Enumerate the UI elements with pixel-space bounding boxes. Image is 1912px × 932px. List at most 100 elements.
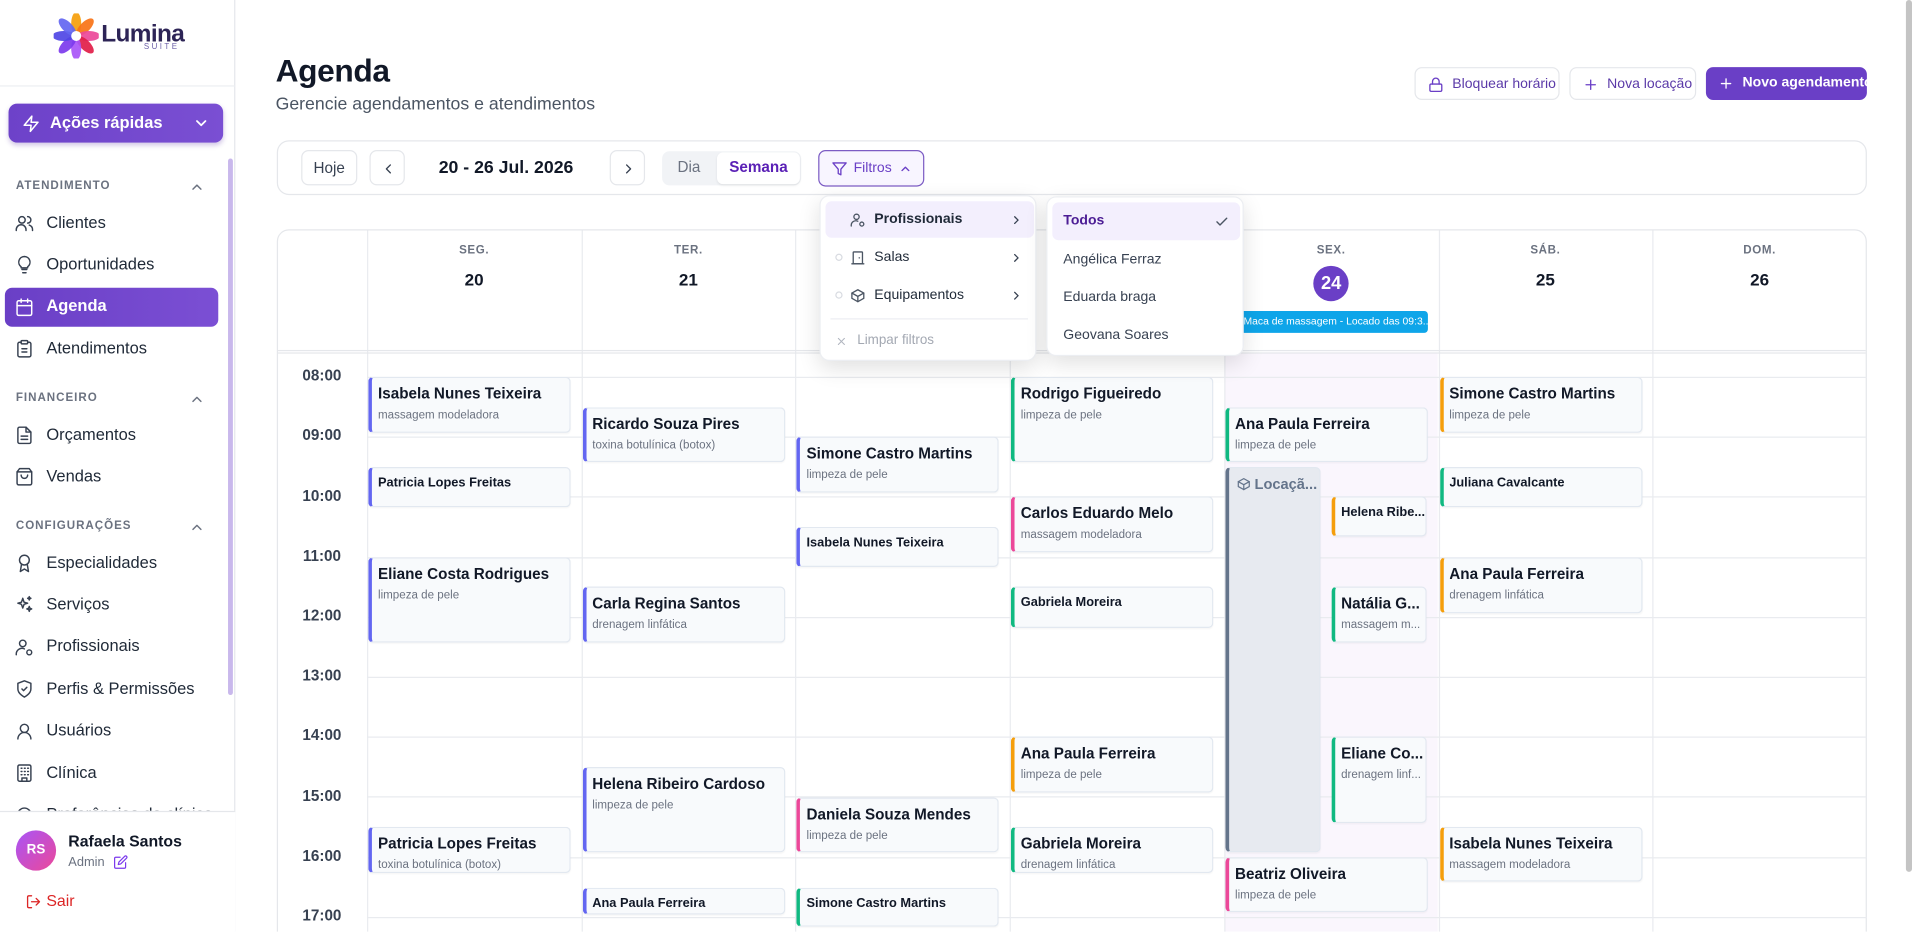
event-name: Locaçã... xyxy=(1254,475,1318,493)
event-service: massagem modeladora xyxy=(1020,528,1142,542)
nav-item[interactable]: Preferências da clínica xyxy=(5,796,218,811)
view-option[interactable]: Semana xyxy=(717,152,800,185)
nav-item-label: Preferências da clínica xyxy=(46,804,213,811)
icon-up xyxy=(901,165,910,171)
professional-option[interactable]: Eduarda braga xyxy=(1052,279,1240,317)
nav-item[interactable]: Perfis & Permissões xyxy=(5,670,218,709)
calendar-event[interactable]: Patricia Lopes Freitas toxina botulínica … xyxy=(368,826,571,874)
calendar-event[interactable]: Eliane Co... drenagem linf... xyxy=(1331,736,1427,824)
header-action-button[interactable]: Nova locação xyxy=(1569,67,1697,100)
calendar-event[interactable]: Ana Paula Ferreira xyxy=(582,887,785,915)
calendar-event[interactable]: Simone Castro Martins xyxy=(796,887,1000,927)
calendar-event[interactable]: Ana Paula Ferreira drenagem linfática xyxy=(1439,557,1642,614)
nav-item[interactable]: Clientes xyxy=(5,204,218,243)
nav-item[interactable]: Clínica xyxy=(5,754,218,793)
calendar-event[interactable]: Ana Paula Ferreira limpeza de pele xyxy=(1225,407,1428,463)
view-option-label: Semana xyxy=(729,158,788,176)
hour-line xyxy=(367,916,1867,918)
date-label: 26 xyxy=(1750,269,1770,290)
icon-plus xyxy=(1585,79,1596,91)
nav-item[interactable]: Agenda xyxy=(4,287,219,327)
calendar-event[interactable]: Eliane Costa Rodrigues limpeza de pele xyxy=(368,557,571,643)
nav-item[interactable]: Oportunidades xyxy=(5,246,218,285)
professional-option[interactable]: Geovana Soares xyxy=(1052,317,1240,355)
calendar-event[interactable]: Helena Ribe... xyxy=(1331,496,1427,537)
professional-option[interactable]: Angélica Ferraz xyxy=(1052,241,1240,279)
hour-label: 09:00 xyxy=(302,427,342,445)
calendar-event[interactable]: Carla Regina Santos drenagem linfática xyxy=(582,586,785,643)
view-option[interactable]: Dia xyxy=(662,151,716,185)
icon-x xyxy=(837,337,845,345)
user-name: Rafaela Santos xyxy=(68,831,182,850)
nav-item[interactable]: Orçamentos xyxy=(5,416,218,455)
event-name: Rodrigo Figueiredo xyxy=(1020,385,1162,403)
header-action-label: Nova locação xyxy=(1607,77,1693,92)
calendar-event[interactable]: Rodrigo Figueiredo limpeza de pele xyxy=(1010,376,1214,463)
icon-up xyxy=(192,524,202,530)
filters-button[interactable]: Filtros xyxy=(818,149,925,187)
professional-option[interactable]: Todos xyxy=(1052,202,1241,241)
prev-button[interactable] xyxy=(369,149,405,186)
calendar-event[interactable]: Locaçã... xyxy=(1225,467,1321,853)
view-option-label: Dia xyxy=(677,158,701,176)
filter-menu-label: Equipamentos xyxy=(874,287,964,303)
icon-shield xyxy=(17,680,32,699)
nav-item[interactable]: Profissionais xyxy=(5,628,218,667)
professional-option-label: Geovana Soares xyxy=(1063,328,1169,344)
next-button[interactable] xyxy=(609,149,646,186)
calendar-event[interactable]: Carlos Eduardo Melo massagem modeladora xyxy=(1010,496,1214,553)
filter-menu-item[interactable]: Salas xyxy=(826,239,1035,276)
icon-building xyxy=(17,764,32,782)
calendar-event[interactable]: Isabela Nunes Teixeira massagem modelador… xyxy=(1439,826,1642,882)
calendar-event[interactable]: Gabriela Moreira drenagem linfática xyxy=(1010,826,1214,874)
icon-left xyxy=(385,164,391,174)
hour-label: 11:00 xyxy=(302,547,341,565)
event-service: toxina botulínica (botox) xyxy=(592,439,716,453)
hour-label: 13:00 xyxy=(302,667,342,685)
calendar-event[interactable]: Simone Castro Martins limpeza de pele xyxy=(796,436,1000,493)
calendar-event[interactable]: Isabela Nunes Teixeira massagem modelador… xyxy=(368,376,571,433)
icon-users xyxy=(15,215,34,232)
clear-filters[interactable]: Limpar filtros xyxy=(826,326,1035,358)
quick-actions-button[interactable]: Ações rápidas xyxy=(8,103,224,143)
icon-right xyxy=(1014,215,1019,224)
icon-up xyxy=(192,396,202,402)
nav-item[interactable]: Vendas xyxy=(5,458,218,497)
calendar-event[interactable]: Patricia Lopes Freitas xyxy=(368,467,571,508)
calendar-event[interactable]: Ricardo Souza Pires toxina botulínica (bo… xyxy=(582,407,785,463)
filter-menu-item[interactable]: Equipamentos xyxy=(826,277,1035,314)
hour-label: 17:00 xyxy=(302,907,342,925)
avatar-initials: RS xyxy=(26,842,46,857)
header-action-button[interactable]: Bloquear horário xyxy=(1414,67,1560,100)
professionals-menu: Todos Angélica Ferraz Eduarda braga Geovana… xyxy=(1046,196,1244,357)
calendar-event[interactable]: Simone Castro Martins limpeza de pele xyxy=(1439,376,1642,433)
calendar-event[interactable]: Juliana Cavalcante xyxy=(1439,467,1642,508)
nav-item-label: Orçamentos xyxy=(46,425,137,444)
event-service: massagem modeladora xyxy=(378,408,500,423)
radio xyxy=(835,291,843,299)
header-action-button[interactable]: Novo agendamento xyxy=(1705,67,1873,100)
date-label: 20 xyxy=(464,269,484,290)
calendar-event[interactable]: Beatriz Oliveira limpeza de pele xyxy=(1225,857,1428,913)
calendar-event[interactable]: Natália G... massagem m... xyxy=(1331,586,1427,643)
calendar-event[interactable]: Gabriela Moreira xyxy=(1010,586,1214,628)
brand-sub: SUITE xyxy=(143,43,180,52)
column-divider xyxy=(581,230,583,932)
filter-menu-item[interactable]: Profissionais xyxy=(825,201,1035,238)
all-day-event[interactable]: Maca de massagem - Locado das 09:3... xyxy=(1239,310,1428,333)
calendar-event[interactable]: Isabela Nunes Teixeira xyxy=(796,526,1000,568)
event-name: Gabriela Moreira xyxy=(1020,595,1122,610)
user-area: RS Rafaela Santos Admin Sair xyxy=(0,810,236,932)
nav-item[interactable]: Especialidades xyxy=(5,544,218,583)
nav-item[interactable]: Atendimentos xyxy=(5,329,218,368)
nav-item[interactable]: Serviços xyxy=(5,586,218,625)
today-button[interactable]: Hoje xyxy=(301,149,358,186)
date-label: 21 xyxy=(678,269,698,290)
logout-button[interactable]: Sair xyxy=(17,888,90,915)
filters-label: Filtros xyxy=(853,160,892,176)
icon-user xyxy=(17,723,32,740)
calendar-event[interactable]: Helena Ribeiro Cardoso limpeza de pele xyxy=(582,766,785,853)
calendar-event[interactable]: Ana Paula Ferreira limpeza de pele xyxy=(1010,736,1214,793)
nav-item[interactable]: Usuários xyxy=(5,712,218,751)
calendar-event[interactable]: Daniela Souza Mendes limpeza de pele xyxy=(796,797,1000,853)
